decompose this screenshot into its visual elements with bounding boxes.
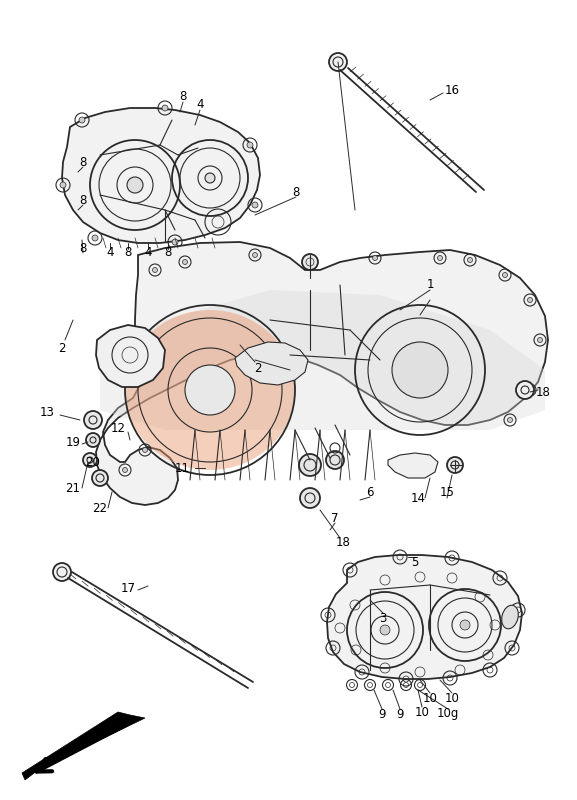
Circle shape — [527, 387, 533, 393]
Polygon shape — [96, 242, 548, 505]
Circle shape — [185, 365, 235, 415]
Text: 4: 4 — [196, 98, 204, 110]
Text: 12: 12 — [111, 422, 126, 434]
Circle shape — [508, 418, 512, 422]
Text: 20: 20 — [85, 457, 100, 470]
Text: 8: 8 — [79, 194, 87, 206]
Circle shape — [253, 253, 257, 258]
Text: 8: 8 — [79, 157, 87, 170]
Circle shape — [86, 433, 100, 447]
Circle shape — [380, 625, 390, 635]
Circle shape — [252, 202, 258, 208]
Text: 8: 8 — [179, 90, 187, 103]
Circle shape — [527, 298, 533, 302]
Text: 7: 7 — [331, 511, 339, 525]
Text: 18: 18 — [336, 537, 350, 550]
Circle shape — [162, 105, 168, 111]
Text: 22: 22 — [92, 502, 107, 514]
Text: 14: 14 — [410, 491, 425, 505]
Circle shape — [152, 267, 158, 273]
Circle shape — [302, 254, 318, 270]
Text: 9: 9 — [396, 707, 404, 721]
Text: 17: 17 — [121, 582, 136, 594]
Circle shape — [503, 273, 508, 278]
Circle shape — [538, 338, 542, 342]
Circle shape — [84, 411, 102, 429]
Circle shape — [182, 259, 188, 265]
Text: 4: 4 — [106, 246, 114, 259]
Circle shape — [83, 453, 97, 467]
Text: 10: 10 — [444, 691, 459, 705]
Circle shape — [460, 620, 470, 630]
Text: 4: 4 — [144, 246, 152, 259]
Circle shape — [392, 342, 448, 398]
Text: 3: 3 — [379, 611, 387, 625]
Text: 9: 9 — [379, 707, 386, 721]
Circle shape — [53, 563, 71, 581]
Text: 10g: 10g — [437, 707, 459, 721]
Circle shape — [447, 457, 463, 473]
Text: 8: 8 — [164, 246, 172, 259]
Circle shape — [92, 470, 108, 486]
Text: 21: 21 — [66, 482, 81, 494]
Text: 10: 10 — [414, 706, 429, 718]
Text: 8: 8 — [293, 186, 299, 199]
Ellipse shape — [501, 606, 518, 629]
Polygon shape — [100, 290, 545, 430]
Text: 19: 19 — [66, 435, 81, 449]
Text: 16: 16 — [444, 83, 459, 97]
Circle shape — [247, 142, 253, 148]
Circle shape — [300, 488, 320, 508]
Polygon shape — [96, 325, 165, 387]
Text: 5: 5 — [411, 555, 419, 569]
Circle shape — [127, 177, 143, 193]
Circle shape — [79, 117, 85, 123]
Text: 1: 1 — [426, 278, 434, 291]
Ellipse shape — [125, 310, 295, 470]
Text: 2: 2 — [58, 342, 66, 354]
Circle shape — [299, 454, 321, 476]
Polygon shape — [22, 712, 145, 780]
Text: 15: 15 — [440, 486, 455, 499]
Polygon shape — [62, 108, 260, 243]
Circle shape — [92, 235, 98, 241]
Circle shape — [437, 255, 443, 261]
Circle shape — [60, 182, 66, 188]
Polygon shape — [235, 342, 308, 385]
Circle shape — [516, 381, 534, 399]
Circle shape — [205, 173, 215, 183]
Polygon shape — [388, 453, 438, 478]
Text: 8: 8 — [79, 242, 87, 254]
Circle shape — [122, 467, 128, 473]
Text: 10: 10 — [422, 691, 437, 705]
Polygon shape — [327, 555, 522, 679]
Circle shape — [329, 53, 347, 71]
Circle shape — [326, 451, 344, 469]
Circle shape — [467, 258, 473, 262]
Text: 8: 8 — [124, 246, 132, 259]
Text: 13: 13 — [40, 406, 54, 418]
Circle shape — [143, 447, 148, 453]
Circle shape — [172, 239, 178, 245]
Circle shape — [373, 255, 377, 261]
Text: 18: 18 — [535, 386, 550, 399]
Text: 2: 2 — [254, 362, 262, 374]
Text: 6: 6 — [366, 486, 374, 498]
Text: 11: 11 — [174, 462, 189, 474]
